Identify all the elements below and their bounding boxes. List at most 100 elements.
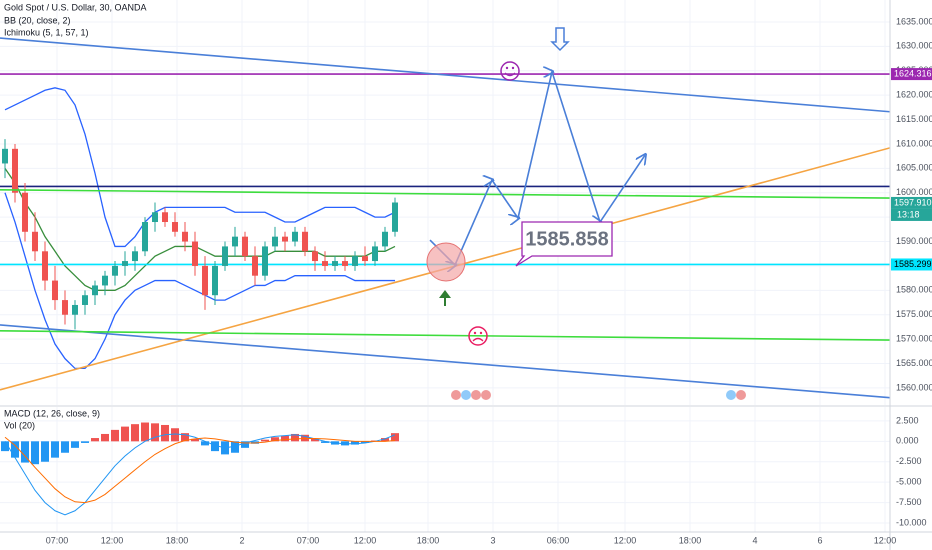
candle-body xyxy=(352,256,358,266)
candle-body xyxy=(42,251,48,281)
overlay-line xyxy=(4,192,395,370)
candle-body xyxy=(172,222,178,232)
candle-body xyxy=(132,251,138,262)
candle-body xyxy=(2,148,8,164)
candle-body xyxy=(212,265,218,296)
y-tick-label: 1615.000 xyxy=(896,114,932,124)
trend-line xyxy=(0,324,890,399)
y-tick-label: 1575.000 xyxy=(896,309,932,319)
histogram-bar xyxy=(321,441,329,443)
histogram-bar xyxy=(191,438,199,442)
histogram-bar xyxy=(201,441,209,446)
candle-body xyxy=(52,280,58,301)
candle-body xyxy=(292,231,298,242)
countdown-tag xyxy=(891,208,932,221)
x-tick-label: 6 xyxy=(817,535,822,545)
macd-line xyxy=(4,436,396,504)
x-tick-label: 12:00 xyxy=(354,535,377,545)
histogram-bar xyxy=(121,426,129,442)
x-tick-label: 07:00 xyxy=(297,535,320,545)
y-tick-label: 1600.000 xyxy=(896,187,932,197)
candle-body xyxy=(312,251,318,262)
candle-body xyxy=(272,236,278,247)
candle-body xyxy=(362,256,368,262)
histogram-bar xyxy=(91,438,99,442)
histogram-bar xyxy=(291,433,299,442)
histogram-bar xyxy=(311,438,319,442)
y-tick-label: 2.500 xyxy=(896,415,919,425)
candle-body xyxy=(22,192,28,232)
highlight-circle xyxy=(426,242,466,282)
histogram-bar xyxy=(151,423,159,442)
x-tick-label: 12:00 xyxy=(614,535,637,545)
candle-body xyxy=(252,256,258,276)
y-tick-label: 1560.000 xyxy=(896,382,932,392)
x-tick-label: 12:00 xyxy=(874,535,897,545)
smile-icon xyxy=(500,61,520,81)
histogram-bar xyxy=(231,441,239,453)
y-tick-label: 1580.000 xyxy=(896,285,932,295)
candle-body xyxy=(282,236,288,242)
histogram-bar xyxy=(271,437,279,442)
y-tick-label: 1620.000 xyxy=(896,90,932,100)
candle-body xyxy=(152,212,158,223)
x-tick-label: 06:00 xyxy=(547,535,570,545)
histogram-bar xyxy=(111,429,119,442)
histogram-bar xyxy=(31,441,39,465)
x-tick-label: 07:00 xyxy=(46,535,69,545)
x-tick-label: 18:00 xyxy=(679,535,702,545)
histogram-bar xyxy=(1,441,9,452)
y-tick-label: 1565.000 xyxy=(896,358,932,368)
trend-line xyxy=(0,37,890,113)
histogram-bar xyxy=(381,438,389,442)
candle-body xyxy=(72,304,78,315)
callout-text: 1585.858 xyxy=(525,228,608,250)
x-tick-label: 12:00 xyxy=(101,535,124,545)
candle-body xyxy=(262,246,268,276)
candle-body xyxy=(372,246,378,262)
indicator-label: BB (20, close, 2) xyxy=(4,15,71,25)
candle-body xyxy=(242,236,248,257)
histogram-bar xyxy=(281,435,289,442)
y-tick-label: -5.000 xyxy=(896,477,922,487)
histogram-bar xyxy=(241,441,249,448)
trend-line xyxy=(0,330,890,341)
macd-line xyxy=(4,433,396,516)
candle-body xyxy=(92,285,98,296)
histogram-bar xyxy=(41,441,49,462)
candle-body xyxy=(222,246,228,266)
histogram-bar xyxy=(261,439,269,442)
y-tick-label: -2.500 xyxy=(896,456,922,466)
y-tick-label: 1610.000 xyxy=(896,138,932,148)
candle-body xyxy=(142,222,148,252)
candle-body xyxy=(182,231,188,242)
price-tag-label: 1597.910 xyxy=(894,197,932,207)
x-tick-label: 3 xyxy=(490,535,495,545)
histogram-bar xyxy=(171,428,179,442)
histogram-bar xyxy=(81,441,89,443)
candle-body xyxy=(32,231,38,252)
indicator-label: Vol (20) xyxy=(4,420,35,430)
candle-body xyxy=(192,241,198,266)
candle-body xyxy=(122,261,128,266)
x-tick-label: 18:00 xyxy=(417,535,440,545)
candle-body xyxy=(342,261,348,266)
price-callout: 1585.858 xyxy=(515,221,613,267)
candle-body xyxy=(12,148,18,193)
histogram-bar xyxy=(361,441,369,443)
overlay-line xyxy=(4,87,396,248)
hand-icon xyxy=(550,27,570,52)
up-arrow xyxy=(439,290,451,306)
histogram-bar xyxy=(11,441,19,458)
chart-title: Gold Spot / U.S. Dollar, 30, OANDA xyxy=(4,2,147,12)
y-tick-label: -7.500 xyxy=(896,497,922,507)
price-tag xyxy=(891,196,932,209)
x-tick-label: 4 xyxy=(752,535,757,545)
candle-body xyxy=(382,231,388,247)
histogram-bar xyxy=(21,441,29,463)
candle-body xyxy=(232,236,238,247)
y-tick-label: 0.000 xyxy=(896,436,919,446)
candle-body xyxy=(202,265,208,296)
histogram-bar xyxy=(181,433,189,442)
